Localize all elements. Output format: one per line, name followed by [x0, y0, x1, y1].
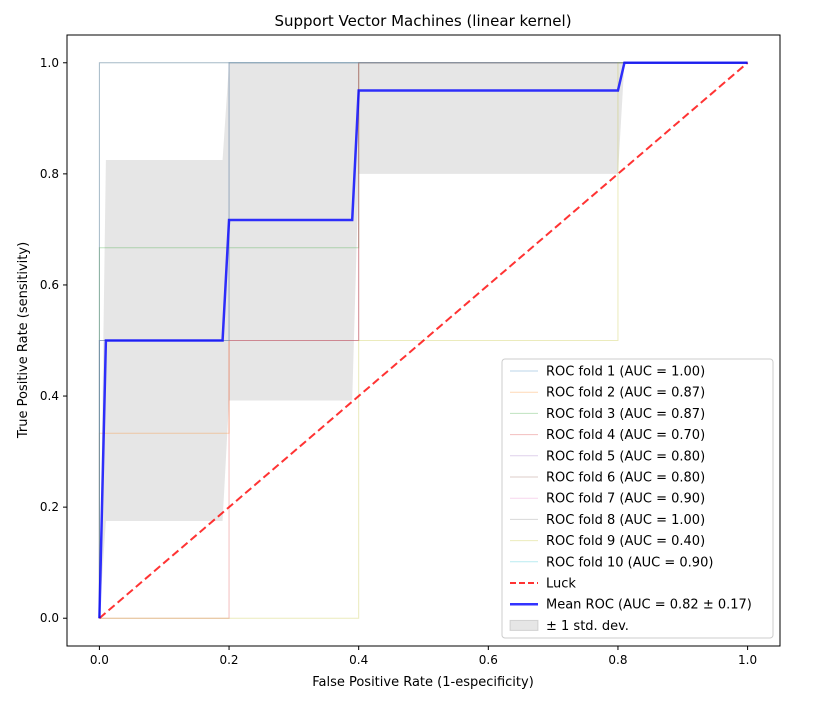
axis-ticks: 0.0 0.2 0.4 0.6 0.8 1.0 0.0 0.2 0.4 0.6 0.8 1.0 — [40, 56, 757, 667]
legend-label: ROC fold 1 (AUC = 1.00) — [546, 365, 705, 380]
y-tick-label: 0.6 — [40, 278, 59, 292]
series-line-roc-fold-2-auc-0-87 — [98, 62, 748, 619]
legend-label: ROC fold 5 (AUC = 0.80) — [546, 449, 705, 464]
x-axis-label: False Positive Rate (1-especificity) — [312, 675, 534, 690]
x-tick-label: 0.6 — [479, 653, 498, 667]
series-line-roc-fold-4-auc-0-70 — [99, 62, 748, 619]
legend-entry-roc-fold-1-auc-1-00: ROC fold 1 (AUC = 1.00) — [510, 365, 705, 380]
legend-entry-roc-fold-6-auc-0-80: ROC fold 6 (AUC = 0.80) — [510, 471, 705, 486]
legend-label: ROC fold 7 (AUC = 0.90) — [546, 492, 705, 507]
x-tick-label: 0.8 — [608, 653, 627, 667]
legend-entry-roc-fold-8-auc-1-00: ROC fold 8 (AUC = 1.00) — [510, 513, 705, 528]
legend-entry-roc-fold-5-auc-0-80: ROC fold 5 (AUC = 0.80) — [510, 449, 705, 464]
series-line-roc-fold-7-auc-0-90 — [98, 62, 748, 619]
x-tick-label: 0.4 — [349, 653, 368, 667]
legend-box — [501, 358, 774, 639]
legend-entry-roc-fold-3-auc-0-87: ROC fold 3 (AUC = 0.87) — [510, 407, 705, 422]
x-tick-label: 0.2 — [219, 653, 238, 667]
legend-label: ± 1 std. dev. — [546, 619, 629, 634]
series-line-roc-fold-5-auc-0-80 — [98, 62, 748, 619]
legend-entry-1-std-dev: ± 1 std. dev. — [509, 619, 629, 634]
series-line-roc-fold-3-auc-0-87 — [98, 62, 748, 619]
plot-area — [66, 34, 781, 647]
series-line-roc-fold-8-auc-1-00 — [98, 62, 748, 619]
legend-label: Mean ROC (AUC = 0.82 ± 0.17) — [546, 598, 752, 613]
series-line-roc-fold-10-auc-0-90 — [98, 62, 748, 619]
y-tick-label: 0.2 — [40, 500, 59, 514]
y-tick-label: 0.4 — [40, 389, 59, 403]
y-tick-label: 0.0 — [40, 611, 59, 625]
legend-entry-roc-fold-2-auc-0-87: ROC fold 2 (AUC = 0.87) — [510, 386, 705, 401]
series-line-roc-fold-6-auc-0-80 — [98, 62, 748, 619]
series-line-roc-fold-1-auc-1-00 — [98, 62, 748, 619]
legend-entry-roc-fold-9-auc-0-40: ROC fold 9 (AUC = 0.40) — [510, 534, 705, 549]
legend-entry-luck: Luck — [510, 577, 576, 592]
legend-entry-roc-fold-10-auc-0-90: ROC fold 10 (AUC = 0.90) — [510, 555, 713, 570]
axes-frame — [66, 34, 781, 647]
y-tick-label: 0.8 — [40, 167, 59, 181]
legend-label: ROC fold 9 (AUC = 0.40) — [546, 534, 705, 549]
x-tick-label: 1.0 — [738, 653, 757, 667]
legend-label: Luck — [546, 577, 576, 592]
legend: ROC fold 1 (AUC = 1.00) ROC fold 2 (AUC =… — [501, 358, 774, 639]
legend-entry-roc-fold-4-auc-0-70: ROC fold 4 (AUC = 0.70) — [510, 428, 705, 443]
legend-label: ROC fold 3 (AUC = 0.87) — [546, 407, 705, 422]
x-tick-label: 0.0 — [90, 653, 109, 667]
legend-label: ROC fold 2 (AUC = 0.87) — [546, 386, 705, 401]
legend-label: ROC fold 4 (AUC = 0.70) — [546, 428, 705, 443]
legend-label: ROC fold 10 (AUC = 0.90) — [546, 555, 713, 570]
series-line-luck — [98, 62, 749, 619]
series-line-mean-roc-auc-0-82-0-17 — [98, 61, 748, 619]
legend-entry-mean-roc-auc-0-82-0-17: Mean ROC (AUC = 0.82 ± 0.17) — [510, 598, 752, 613]
std-dev-band — [99, 62, 748, 619]
y-axis-label: True Positive Rate (sensitivity) — [16, 242, 31, 439]
legend-entry-roc-fold-7-auc-0-90: ROC fold 7 (AUC = 0.90) — [510, 492, 705, 507]
chart-title: Support Vector Machines (linear kernel) — [274, 12, 571, 30]
legend-label: ROC fold 6 (AUC = 0.80) — [546, 471, 705, 486]
legend-swatch — [509, 619, 539, 631]
y-tick-label: 1.0 — [40, 56, 59, 70]
legend-label: ROC fold 8 (AUC = 1.00) — [546, 513, 705, 528]
